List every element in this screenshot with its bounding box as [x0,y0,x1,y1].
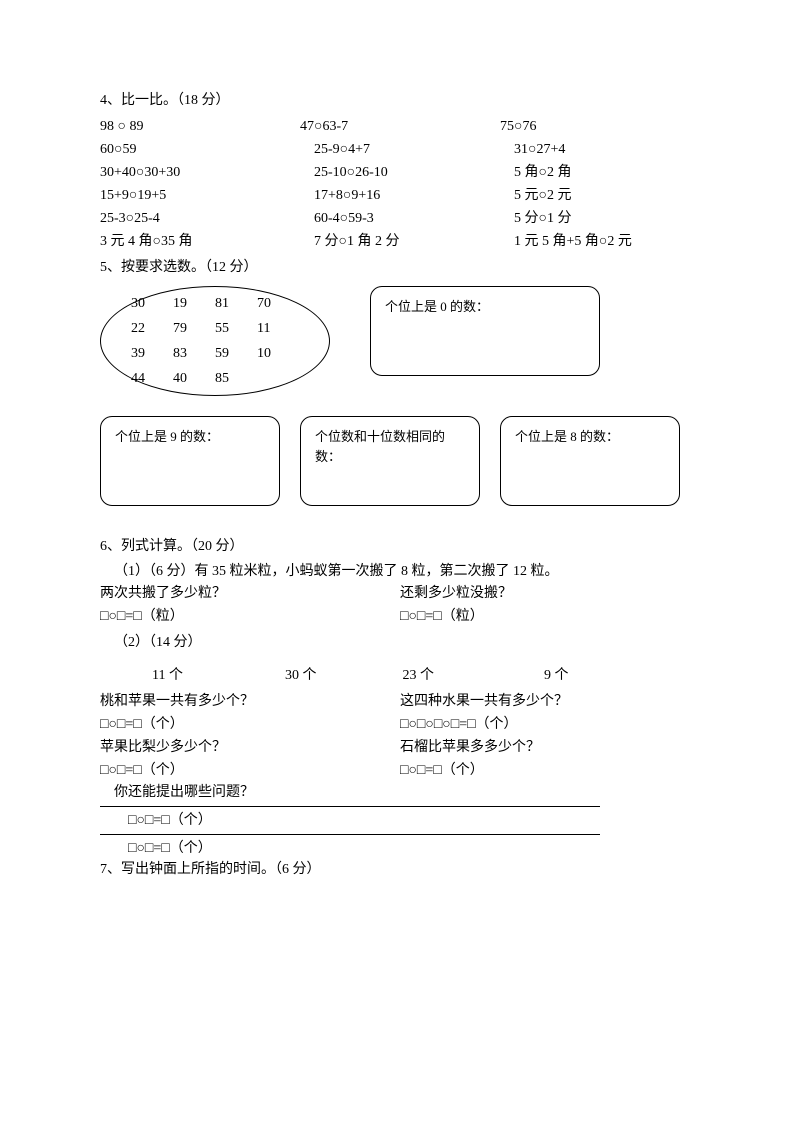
q4-cell: 5 分○1 分 [500,207,700,230]
q4-cell: 75○76 [500,115,700,138]
q6-p2-text: （2）（14 分） [100,632,700,653]
q4-cell: 15+9○19+5 [100,184,300,207]
oval-num: 39 [131,343,159,364]
q5-section: 5、按要求选数。（12 分） 30 19 81 70 22 79 55 11 3… [100,257,700,506]
oval-num [257,368,285,389]
answer-box-b: 个位数和十位数相同的数： [300,416,480,506]
q4-title: 4、比一比。（18 分） [100,90,700,111]
answer-line [100,806,600,807]
fruit-row: 11 个 30 个 23 个 9 个 [100,665,700,686]
oval-num: 79 [173,318,201,339]
q4-cell: 1 元 5 角+5 角○2 元 [500,230,700,253]
q6-eq: □○□=□（个） [100,838,700,859]
q4-cell: 25-9○4+7 [300,138,500,161]
answer-box-a: 个位上是 9 的数： [100,416,280,506]
q6-title: 6、列式计算。（20 分） [100,536,700,557]
oval-num: 10 [257,343,285,364]
oval-num: 11 [257,318,285,339]
q4-cell: 98 ○ 89 [100,115,300,138]
q4-cell: 25-10○26-10 [300,161,500,184]
fruit-count: 9 个 [538,665,575,686]
oval-row: 44 40 85 [131,366,299,391]
box-label: 个位数和十位数相同的数： [315,427,465,466]
oval-num: 85 [215,368,243,389]
q6-eq: □○□=□（个） [100,759,400,782]
q6-eq: □○□=□（个） [400,759,700,782]
q6-eq: □○□○□○□=□（个） [400,713,700,736]
q4-section: 4、比一比。（18 分） 98 ○ 89 47○63-7 75○76 60○59… [100,90,700,253]
q6-eq: □○□=□（粒） [400,605,700,628]
q4-grid: 98 ○ 89 47○63-7 75○76 60○59 25-9○4+7 31○… [100,115,700,253]
box-label: 个位上是 8 的数： [515,427,665,447]
fruit-count: 23 个 [396,665,440,686]
q6-q: 两次共搬了多少粒？ [100,582,400,605]
q6-eq: □○□=□（个） [100,810,700,831]
q4-cell: 47○63-7 [300,115,500,138]
q6-section: 6、列式计算。（20 分） （1）（6 分）有 35 粒米粒，小蚂蚁第一次搬了 … [100,536,700,859]
q7-section: 7、写出钟面上所指的时间。（6 分） [100,859,700,880]
q6-p2-cols: 桃和苹果一共有多少个？ 这四种水果一共有多少个？ □○□=□（个） □○□○□○… [100,690,700,782]
q6-q: 苹果比梨少多少个？ [100,736,400,759]
q4-cell: 60-4○59-3 [300,207,500,230]
answer-line [100,834,600,835]
q6-eq: □○□=□（粒） [100,605,400,628]
q6-q: 还剩多少粒没搬？ [400,582,700,605]
oval-num: 81 [215,293,243,314]
q6-extra-q: 你还能提出哪些问题？ [100,782,700,803]
oval-num: 83 [173,343,201,364]
q4-cell: 17+8○9+16 [300,184,500,207]
q4-cell: 31○27+4 [500,138,700,161]
q4-cell: 60○59 [100,138,300,161]
oval-row: 22 79 55 11 [131,316,299,341]
q4-cell: 30+40○30+30 [100,161,300,184]
q5-title: 5、按要求选数。（12 分） [100,257,700,278]
q5-bottom-row: 个位上是 9 的数： 个位数和十位数相同的数： 个位上是 8 的数： [100,416,700,506]
q6-q: 桃和苹果一共有多少个？ [100,690,400,713]
q4-cell: 7 分○1 角 2 分 [300,230,500,253]
q6-p1-cols: 两次共搬了多少粒？ 还剩多少粒没搬？ □○□=□（粒） □○□=□（粒） [100,582,700,628]
oval-num: 40 [173,368,201,389]
fruit-count: 11 个 [146,665,189,686]
q6-eq: □○□=□（个） [100,713,400,736]
q6-q: 石榴比苹果多多少个？ [400,736,700,759]
oval-num: 70 [257,293,285,314]
oval-num: 44 [131,368,159,389]
number-oval: 30 19 81 70 22 79 55 11 39 83 59 10 44 4… [100,286,330,396]
box-label: 个位上是 0 的数： [385,297,585,317]
oval-num: 19 [173,293,201,314]
oval-num: 55 [215,318,243,339]
oval-row: 39 83 59 10 [131,341,299,366]
q6-q: 这四种水果一共有多少个？ [400,690,700,713]
box-label: 个位上是 9 的数： [115,427,265,447]
oval-num: 59 [215,343,243,364]
oval-num: 22 [131,318,159,339]
answer-box-c: 个位上是 8 的数： [500,416,680,506]
oval-row: 30 19 81 70 [131,291,299,316]
q4-cell: 25-3○25-4 [100,207,300,230]
q4-cell: 5 角○2 角 [500,161,700,184]
q4-cell: 3 元 4 角○35 角 [100,230,300,253]
oval-num: 30 [131,293,159,314]
answer-box-top: 个位上是 0 的数： [370,286,600,376]
q5-top-row: 30 19 81 70 22 79 55 11 39 83 59 10 44 4… [100,286,700,396]
q4-cell: 5 元○2 元 [500,184,700,207]
q6-p1-text: （1）（6 分）有 35 粒米粒，小蚂蚁第一次搬了 8 粒，第二次搬了 12 粒… [100,561,700,582]
q7-title: 7、写出钟面上所指的时间。（6 分） [100,859,700,880]
fruit-count: 30 个 [279,665,323,686]
